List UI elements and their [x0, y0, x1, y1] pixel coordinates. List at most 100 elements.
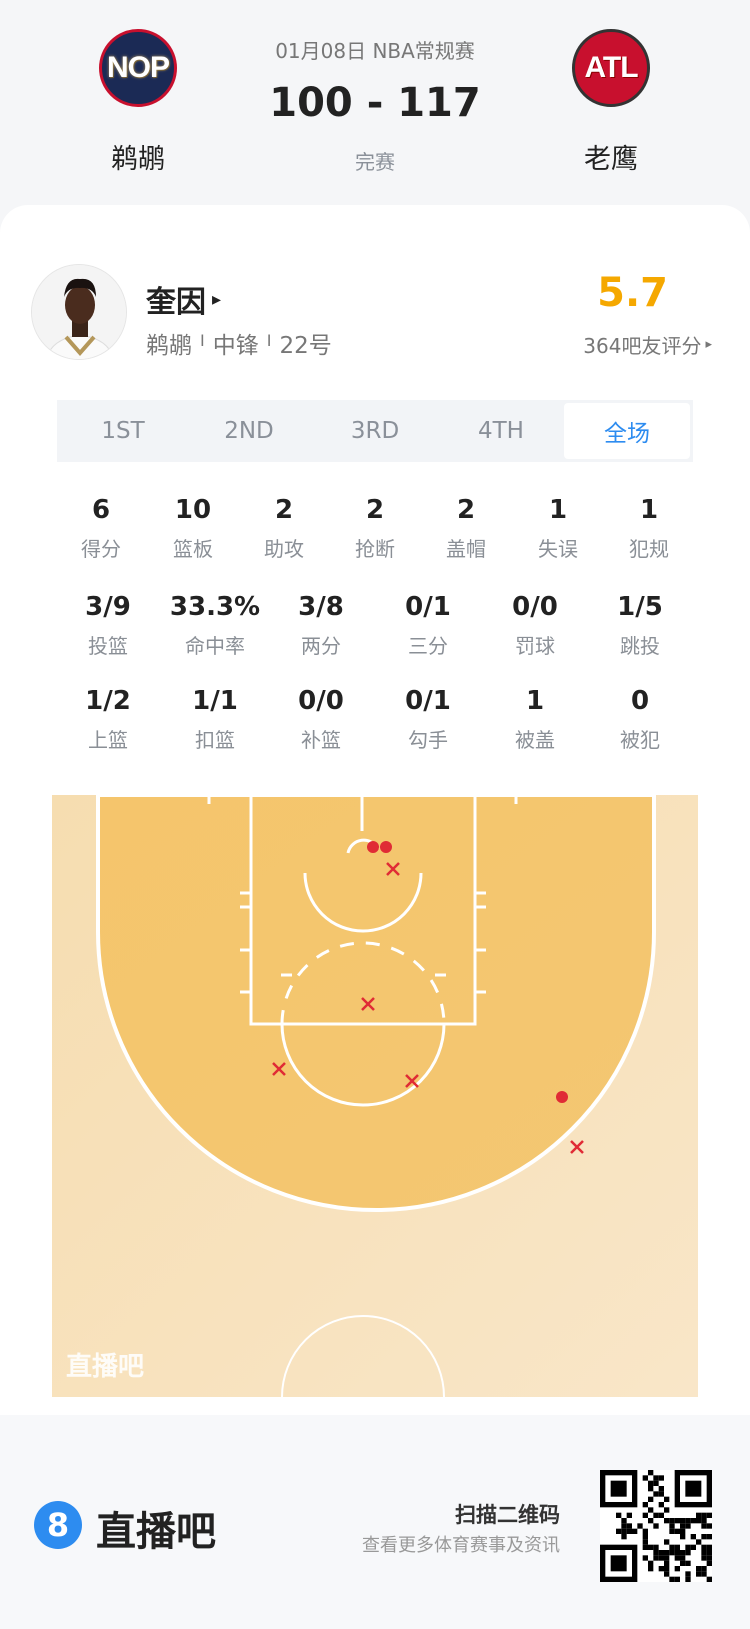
- stat-value: 10: [174, 495, 212, 525]
- center-circle: [281, 1315, 445, 1397]
- made-shot-marker: [380, 841, 392, 853]
- separator: I: [200, 331, 205, 350]
- stat-label: 扣篮: [195, 728, 235, 752]
- stat-value: 1/1: [192, 686, 238, 716]
- player-photo-icon: [32, 265, 126, 359]
- stat-item: 1/5 跳投: [585, 592, 695, 659]
- home-team-name[interactable]: 鹈鹕: [111, 144, 165, 175]
- game-status: 完赛: [355, 150, 395, 174]
- player-rating: 5.7: [597, 270, 668, 316]
- stat-value: 2: [365, 495, 385, 525]
- stat-label: 罚球: [515, 634, 555, 658]
- lane-hashes: [240, 891, 486, 994]
- stat-item: 2 抢断: [320, 495, 430, 562]
- player-number: 22号: [279, 333, 332, 359]
- stat-item: 33.3% 命中率: [160, 592, 270, 659]
- stat-value: 0/0: [512, 592, 558, 622]
- stat-value: 1: [525, 686, 545, 716]
- qr-code[interactable]: [600, 1470, 712, 1582]
- footer: 8 直播吧 扫描二维码 查看更多体育赛事及资讯: [0, 1415, 750, 1629]
- home-team-logo[interactable]: NOP: [99, 29, 177, 107]
- stat-value: 1: [639, 495, 659, 525]
- stat-label: 命中率: [185, 634, 245, 658]
- missed-shot-marker: [272, 1062, 286, 1076]
- stat-value: 6: [91, 495, 111, 525]
- stat-value: 1/5: [617, 592, 663, 622]
- stat-item: 0/0 补篮: [266, 686, 376, 753]
- player-name: 奎因: [146, 285, 206, 320]
- stat-value: 33.3%: [169, 592, 261, 622]
- stat-item: 0/1 三分: [373, 592, 483, 659]
- tab-full-game[interactable]: 全场: [564, 403, 690, 459]
- court-watermark: 直播吧: [66, 1352, 144, 1382]
- three-point-line: [96, 795, 656, 1212]
- stat-label: 犯规: [629, 537, 669, 561]
- tab-3rd[interactable]: 3RD: [350, 418, 400, 444]
- stat-label: 投篮: [88, 634, 128, 658]
- stat-item: 6 得分: [46, 495, 156, 562]
- stat-value: 1/2: [85, 686, 131, 716]
- stat-label: 被盖: [515, 728, 555, 752]
- stat-label: 补篮: [301, 728, 341, 752]
- stat-item: 3/8 两分: [266, 592, 376, 659]
- home-logo-text: NOP: [106, 51, 170, 84]
- stat-value: 0/0: [298, 686, 344, 716]
- scan-title: 扫描二维码: [455, 1503, 560, 1527]
- player-name-link[interactable]: 奎因 ▸: [146, 277, 221, 321]
- made-shot-marker: [556, 1091, 568, 1103]
- stat-value: 2: [274, 495, 294, 525]
- stat-item: 1/1 扣篮: [160, 686, 270, 753]
- stat-item: 0 被犯: [585, 686, 695, 753]
- missed-shot-marker: [570, 1140, 584, 1154]
- tab-2nd[interactable]: 2ND: [224, 418, 274, 444]
- stat-label: 三分: [408, 634, 448, 658]
- stat-value: 3/9: [85, 592, 131, 622]
- game-date-league: 01月08日 NBA常规赛: [275, 39, 475, 63]
- restricted-area-arc: [303, 872, 423, 933]
- period-tabs: 1ST 2ND 3RD 4TH 全场: [57, 400, 693, 462]
- stat-item: 10 篮板: [138, 495, 248, 562]
- stat-item: 0/0 罚球: [480, 592, 590, 659]
- stat-value: 0: [630, 686, 650, 716]
- stat-label: 被犯: [620, 728, 660, 752]
- game-score: 100 - 117: [269, 80, 481, 126]
- away-team-name[interactable]: 老鹰: [584, 144, 638, 175]
- player-avatar[interactable]: [31, 264, 127, 360]
- stat-value: 0/1: [405, 686, 451, 716]
- player-position: 中锋: [212, 333, 259, 359]
- brand-logo-icon: 8: [34, 1501, 82, 1549]
- tab-4th[interactable]: 4TH: [478, 418, 524, 444]
- stat-item: 1/2 上篮: [53, 686, 163, 753]
- rating-link[interactable]: 364吧友评分 ▸: [583, 330, 712, 359]
- play-arrow-icon: ▸: [705, 337, 712, 352]
- stat-label: 得分: [81, 537, 121, 561]
- stat-label: 盖帽: [446, 537, 486, 561]
- shots-layer: [272, 841, 584, 1154]
- stat-item: 2 盖帽: [411, 495, 521, 562]
- stat-label: 两分: [301, 634, 341, 658]
- stat-item: 1 被盖: [480, 686, 590, 753]
- stat-label: 上篮: [88, 728, 128, 752]
- stat-value: 1: [548, 495, 568, 525]
- tab-1st[interactable]: 1ST: [101, 418, 145, 444]
- stat-item: 1 犯规: [594, 495, 704, 562]
- player-info: 鹈鹕 I 中锋 I 22号: [146, 326, 332, 360]
- play-arrow-icon: ▸: [212, 288, 222, 310]
- rating-count-label: 364吧友评分: [583, 334, 702, 358]
- stat-label: 跳投: [620, 634, 660, 658]
- stat-item: 0/1 勾手: [373, 686, 483, 753]
- free-throw-circle-solid: [280, 1023, 446, 1107]
- brand-name: 直播吧: [96, 1509, 216, 1555]
- shot-chart: 直播吧: [52, 795, 698, 1397]
- away-team-logo[interactable]: ATL: [572, 29, 650, 107]
- missed-shot-marker: [386, 862, 400, 876]
- stat-label: 抢断: [355, 537, 395, 561]
- stat-item: 2 助攻: [229, 495, 339, 562]
- stat-label: 勾手: [408, 728, 448, 752]
- stat-label: 失误: [538, 537, 578, 561]
- player-team: 鹈鹕: [146, 333, 192, 359]
- away-logo-text: ATL: [584, 51, 638, 84]
- stat-label: 助攻: [264, 537, 304, 561]
- scan-subtitle: 查看更多体育赛事及资讯: [362, 1535, 560, 1556]
- stat-label: 篮板: [173, 537, 213, 561]
